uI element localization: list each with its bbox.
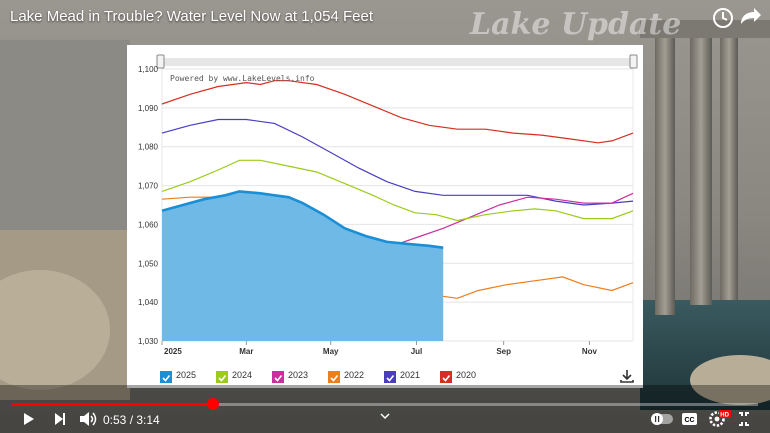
- y-tick-label: 1,030: [138, 337, 159, 346]
- time-current: 0:53: [103, 413, 127, 427]
- range-handle-left[interactable]: [156, 54, 165, 69]
- dam-crest: [640, 20, 770, 38]
- series-line-2024: [161, 159, 634, 222]
- hd-badge: HD: [720, 413, 729, 419]
- series-layer: [161, 80, 634, 341]
- time-separator: /: [126, 413, 137, 427]
- play-icon[interactable]: [24, 413, 34, 425]
- rock-outcrop-right: [690, 355, 770, 405]
- checkbox-icon[interactable]: [328, 371, 340, 383]
- legend-label: 2023: [288, 370, 309, 380]
- fullscreen-exit-icon[interactable]: [739, 412, 749, 426]
- y-tick-label: 1,090: [138, 104, 159, 113]
- captions-label: CC: [685, 417, 695, 424]
- progress-bar[interactable]: [12, 398, 758, 410]
- next-icon[interactable]: [55, 413, 65, 425]
- x-axis: 2025 Mar May Jul Sep Nov: [161, 341, 598, 356]
- legend-label: 2021: [400, 370, 421, 380]
- range-handle-right[interactable]: [629, 54, 638, 69]
- gear-icon[interactable]: HD: [709, 410, 732, 427]
- checkbox-icon[interactable]: [384, 371, 396, 383]
- volume-icon[interactable]: [80, 412, 97, 426]
- y-tick-label: 1,050: [138, 259, 159, 268]
- chart-legend: 2025 2024 2023 2022 2021 2020: [160, 369, 480, 385]
- y-tick-label: 1,070: [138, 182, 159, 191]
- checkbox-icon[interactable]: [160, 371, 172, 383]
- x-tick-label: May: [323, 347, 339, 356]
- range-scrollbar[interactable]: [160, 58, 635, 66]
- y-tick-label: 1,040: [138, 298, 159, 307]
- series-line-2021: [161, 118, 634, 206]
- y-tick-label: 1,060: [138, 220, 159, 229]
- legend-label: 2024: [232, 370, 253, 380]
- series-line-2020: [161, 80, 634, 144]
- intake-tower-2: [690, 20, 712, 305]
- series-line-2025: [161, 190, 444, 249]
- x-tick-label: Jul: [411, 347, 423, 356]
- share-icon[interactable]: [741, 8, 761, 24]
- legend-label: 2025: [176, 370, 197, 380]
- chart-credit: Powered by www.LakeLevels.info: [170, 74, 315, 83]
- boulder: [0, 270, 110, 390]
- legend-label: 2022: [344, 370, 365, 380]
- clock-icon[interactable]: [713, 8, 733, 28]
- progress-scrubber[interactable]: [207, 398, 220, 410]
- series-area-2025: [162, 191, 444, 341]
- y-axis: 1,030 1,040 1,050 1,060 1,070 1,080 1,090 1,100: [138, 65, 159, 346]
- controls-shade: [0, 385, 770, 433]
- download-icon[interactable]: [619, 368, 635, 384]
- chevron-down-icon[interactable]: [380, 413, 390, 420]
- x-tick-label: Mar: [239, 347, 253, 356]
- time-total: 3:14: [136, 413, 160, 427]
- progress-played: [12, 403, 214, 406]
- intake-tower-1: [655, 20, 675, 315]
- x-tick-label: 2025: [164, 347, 182, 356]
- legend-label: 2020: [456, 370, 477, 380]
- captions-icon[interactable]: CC: [682, 413, 697, 425]
- intake-tower-3: [720, 30, 738, 300]
- y-tick-label: 1,080: [138, 143, 159, 152]
- checkbox-icon[interactable]: [216, 371, 228, 383]
- autoplay-toggle-icon[interactable]: [651, 413, 673, 425]
- x-tick-label: Nov: [582, 347, 598, 356]
- checkbox-icon[interactable]: [440, 371, 452, 383]
- x-tick-label: Sep: [496, 347, 511, 356]
- dam-wall-left: [0, 40, 130, 240]
- y-tick-label: 1,100: [138, 65, 159, 74]
- time-display: 0:53 / 3:14: [103, 413, 160, 427]
- watermark-logo: Lake Update: [469, 7, 681, 42]
- checkbox-icon[interactable]: [272, 371, 284, 383]
- video-title[interactable]: Lake Mead in Trouble? Water Level Now at…: [10, 8, 373, 25]
